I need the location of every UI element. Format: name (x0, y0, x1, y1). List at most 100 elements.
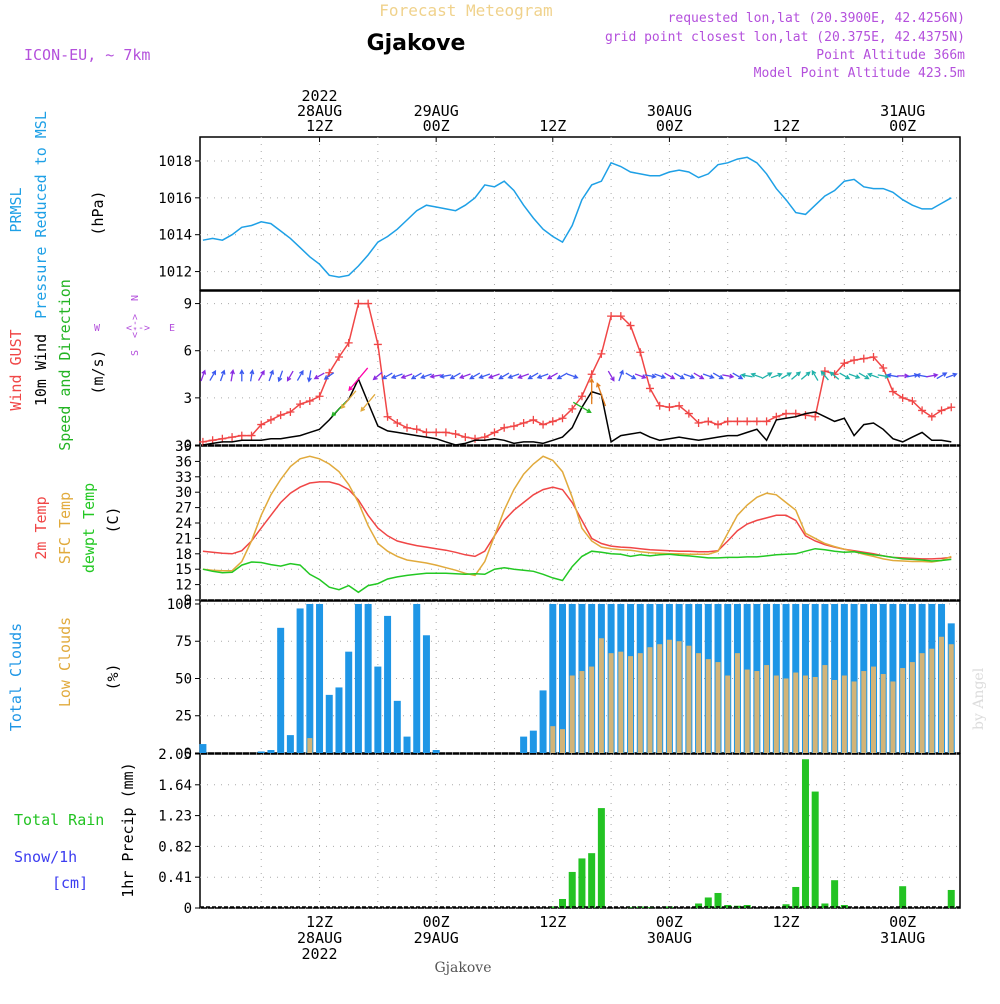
gust-marker (383, 412, 392, 421)
gust-marker (247, 431, 256, 440)
total-cloud-bar (529, 730, 537, 753)
wind-direction-arrow (249, 369, 255, 382)
gust-marker (519, 419, 528, 427)
low-cloud-bar (832, 679, 838, 753)
total-cloud-bar (345, 651, 353, 753)
gust-marker (616, 312, 625, 321)
rain-bar (695, 903, 703, 908)
wind-direction-arrow (488, 373, 500, 379)
wind-direction-arrow (915, 372, 928, 378)
grid-point-coordinates: grid point closest lon,lat (20.375E, 42.… (605, 30, 965, 45)
total-cloud-bar (393, 700, 401, 753)
gust-marker (422, 428, 431, 437)
wind-direction-arrow (536, 373, 549, 379)
rain-bar (597, 808, 605, 908)
total-cloud-bar (403, 736, 411, 753)
rain-bar (947, 889, 955, 908)
gust-marker (500, 423, 509, 432)
wind-direction-arrow (286, 370, 294, 382)
rain-bar (792, 886, 800, 908)
y-tick-label: 1018 (158, 154, 192, 170)
gust-marker (568, 404, 577, 413)
gust-marker (354, 299, 363, 308)
rain-bar (549, 906, 557, 908)
gust-marker (665, 403, 674, 412)
gust-marker (471, 434, 480, 443)
total-cloud-bar (199, 744, 207, 753)
wind-direction-arrow (449, 372, 461, 380)
gust-marker (607, 312, 616, 321)
low-cloud-bar (676, 641, 682, 753)
wind-direction-arrow (517, 373, 530, 379)
pressure-label-long: Pressure Reduced to MSL (32, 111, 50, 319)
watermark: by Angel (971, 667, 987, 730)
wind-direction-arrow (200, 369, 207, 382)
gust-marker (509, 422, 518, 431)
low-cloud-bar (880, 674, 886, 753)
wind-10m-label: 10m Wind (32, 334, 50, 406)
wind-direction-arrow (945, 372, 958, 379)
gust-marker (334, 353, 343, 361)
gust-marker (684, 409, 693, 418)
top-time-label: 00Z (889, 117, 916, 135)
gust-marker (879, 364, 888, 372)
total-cloud-bar (850, 603, 858, 753)
total-cloud-bar (335, 687, 343, 753)
wind-direction-arrow (527, 372, 539, 380)
y-tick-label: 6 (184, 344, 192, 360)
total-cloud-bar (422, 635, 430, 753)
total-cloud-bar (267, 750, 275, 753)
temp-unit: (C) (104, 506, 122, 533)
gust-marker (393, 419, 402, 427)
pressure-label-short: PRMSL (7, 187, 25, 232)
gust-marker (597, 349, 606, 358)
top-time-label: 30AUG (647, 102, 692, 120)
wind-direction-arrow (296, 369, 304, 381)
y-tick-label: 21 (175, 531, 192, 547)
y-tick-label: 30 (175, 485, 192, 501)
gust-marker (694, 419, 703, 427)
wind-line (202, 377, 952, 446)
gust-marker (432, 428, 441, 437)
top-time-label: 12Z (539, 117, 566, 135)
total-clouds-label: Total Clouds (7, 623, 25, 731)
y-tick-label: 36 (175, 454, 192, 470)
wind-direction-arrow (820, 370, 829, 381)
gust-marker (315, 392, 324, 401)
wind-direction-arrow (674, 372, 686, 380)
low-cloud-bar (773, 675, 779, 753)
gust-marker (276, 411, 285, 420)
gust-line (202, 302, 952, 443)
wind-direction-arrow (634, 373, 647, 379)
low-cloud-bar (589, 666, 595, 753)
wind-direction-arrow (886, 372, 899, 378)
gust-marker (850, 356, 859, 365)
wind-direction-arrow (897, 373, 910, 379)
total-cloud-bar (364, 603, 372, 753)
wind-direction-arrow (618, 369, 624, 382)
panel-wind: 0 3 6 9 (184, 290, 961, 454)
gust-marker (859, 354, 868, 363)
low-cloud-bar (929, 648, 935, 753)
wind-direction-arrow (360, 393, 376, 412)
gust-marker (762, 417, 771, 426)
wind-direction-arrow (811, 369, 819, 381)
bottom-time-label: 12Z (772, 913, 799, 931)
low-cloud-bar (608, 653, 614, 753)
y-tick-label: 3 (184, 391, 192, 407)
wind-direction-arrow (546, 372, 558, 380)
gust-marker (927, 412, 936, 421)
total-cloud-bar (286, 735, 294, 753)
low-cloud-bar (812, 677, 818, 753)
low-cloud-bar (657, 644, 663, 753)
low-cloud-bar (851, 681, 857, 753)
low-cloud-bar (628, 656, 634, 753)
gust-marker (490, 428, 499, 437)
top-time-label: 29AUG (414, 102, 459, 120)
total-cloud-bar (520, 736, 528, 753)
low-cloud-bar (686, 645, 692, 753)
rain-bar (724, 904, 732, 908)
wind-direction-arrow (712, 372, 724, 380)
rain-bar (782, 904, 790, 908)
low-cloud-bar (900, 668, 906, 753)
